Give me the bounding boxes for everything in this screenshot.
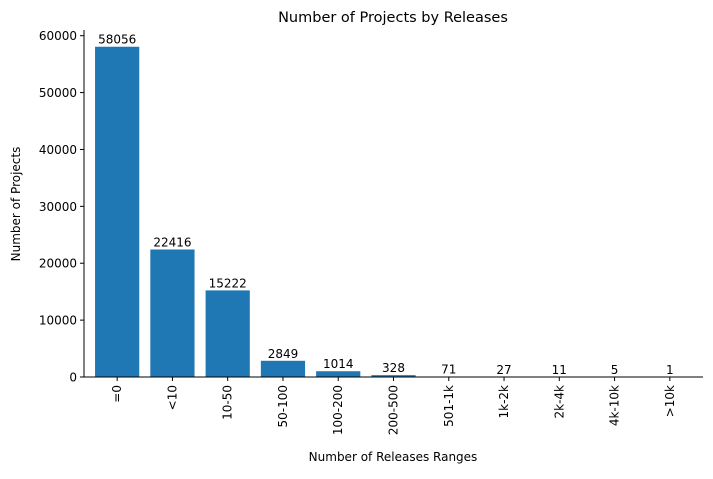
bar — [260, 360, 306, 377]
y-tick-label: 40000 — [39, 143, 77, 157]
x-tick-label: <10 — [165, 385, 179, 410]
x-tick-label: 501-1k — [442, 385, 456, 427]
bar — [150, 249, 195, 377]
data-label: 1 — [666, 363, 674, 377]
chart-title: Number of Projects by Releases — [278, 10, 508, 26]
y-tick-label: 50000 — [39, 86, 77, 100]
data-label: 2849 — [268, 347, 299, 361]
data-label: 1014 — [323, 357, 354, 371]
bar — [205, 290, 250, 377]
data-label: 27 — [496, 363, 511, 377]
data-label: 15222 — [209, 276, 247, 290]
x-tick-label: 4k-10k — [608, 385, 622, 426]
data-label: 11 — [552, 363, 567, 377]
x-tick-label: 200-500 — [387, 385, 401, 435]
data-label: 22416 — [153, 235, 191, 249]
x-tick-label: 50-100 — [276, 385, 290, 428]
y-tick-label: 60000 — [39, 29, 77, 43]
x-tick-label: 1k-2k — [497, 385, 511, 419]
y-axis-label: Number of Projects — [9, 147, 23, 262]
x-axis-label: Number of Releases Ranges — [309, 450, 478, 464]
x-tick-label: 10-50 — [221, 385, 235, 420]
x-tick-label: 2k-4k — [552, 385, 566, 419]
data-label: 58056 — [98, 33, 136, 47]
bar — [316, 371, 361, 377]
x-tick-label: =0 — [110, 385, 124, 403]
y-tick-label: 30000 — [39, 200, 77, 214]
x-tick-label: 100-200 — [331, 385, 345, 435]
data-label: 71 — [441, 363, 456, 377]
x-tick-label: >10k — [663, 385, 677, 417]
data-label: 328 — [382, 361, 405, 375]
y-tick-label: 10000 — [39, 314, 77, 328]
bar — [371, 375, 416, 377]
y-tick-label: 0 — [69, 371, 77, 385]
bar — [95, 46, 140, 378]
y-tick-label: 20000 — [39, 257, 77, 271]
plot-area: 0 10000 20000 30000 40000 50000 60000 58056 =0 22… — [39, 29, 692, 435]
data-label: 5 — [611, 363, 619, 377]
